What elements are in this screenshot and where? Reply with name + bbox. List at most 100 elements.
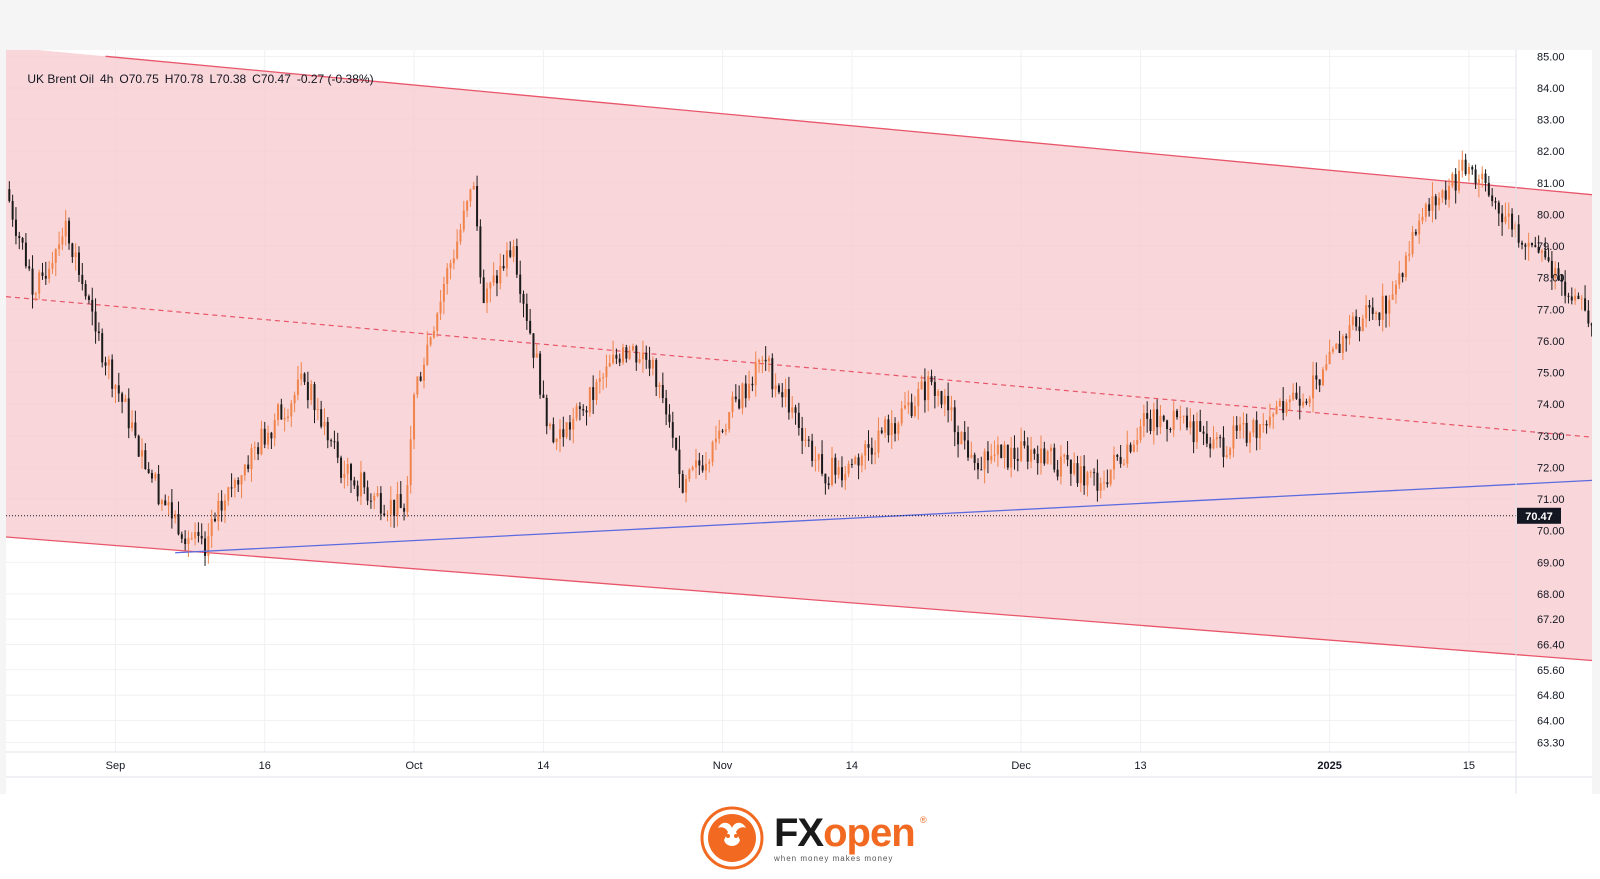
- candle-body: [1222, 437, 1225, 457]
- candle-body: [237, 480, 240, 485]
- candle-body: [860, 455, 863, 466]
- candle-body: [84, 283, 87, 297]
- candle-body: [1394, 284, 1397, 295]
- price-chart[interactable]: Support63.3064.0064.8065.6066.4067.2068.…: [6, 50, 1592, 794]
- candle-body: [499, 265, 502, 284]
- candle-body: [1212, 439, 1215, 449]
- candle-body: [1112, 454, 1115, 470]
- candle-body: [894, 423, 897, 434]
- candle-body: [844, 473, 847, 481]
- candle-body: [1030, 449, 1033, 462]
- chart-panel[interactable]: Support63.3064.0064.8065.6066.4067.2068.…: [6, 50, 1592, 794]
- candle-body: [751, 383, 754, 386]
- candle-body: [1471, 167, 1474, 170]
- candle-body: [1484, 173, 1487, 183]
- candle-body: [77, 252, 80, 275]
- brand-tagline: when money makes money: [774, 854, 894, 863]
- candle-body: [1584, 298, 1587, 311]
- candle-body: [21, 238, 24, 243]
- candle-body: [811, 440, 814, 461]
- candle-body: [267, 432, 270, 445]
- candle-body: [502, 265, 505, 269]
- candle-body: [973, 454, 976, 464]
- ohlc-close: C70.47: [252, 72, 291, 86]
- candle-body: [273, 419, 276, 439]
- candle-body: [323, 421, 326, 427]
- candle-body: [857, 457, 860, 466]
- time-axis: Sep16Oct14Nov14Dec13202515Feb14Mar1221Ap…: [106, 760, 1475, 772]
- price-tick-label: 71.00: [1537, 494, 1565, 506]
- candle-body: [197, 531, 200, 536]
- candle-body: [313, 384, 316, 411]
- candle-body: [631, 346, 634, 351]
- candle-body: [310, 384, 313, 401]
- price-candles: [8, 150, 1592, 566]
- candle-body: [1258, 424, 1261, 438]
- candle-body: [111, 359, 114, 389]
- candle-body: [1026, 445, 1029, 462]
- candle-body: [824, 473, 827, 484]
- candle-body: [131, 422, 134, 429]
- candle-body: [1239, 424, 1242, 431]
- candle-body: [1282, 401, 1285, 413]
- candle-body: [58, 244, 61, 250]
- candle-body: [585, 410, 588, 413]
- candle-body: [343, 473, 346, 478]
- candle-body: [230, 487, 233, 489]
- candle-body: [1016, 459, 1019, 461]
- candle-body: [336, 441, 339, 458]
- candle-body: [1385, 295, 1388, 314]
- ohlc-open: O70.75: [119, 72, 159, 86]
- candle-body: [160, 500, 163, 505]
- candle-body: [718, 430, 721, 439]
- candle-body: [34, 293, 37, 295]
- candle-body: [771, 358, 774, 390]
- candle-body: [695, 460, 698, 468]
- candle-body: [930, 376, 933, 383]
- candle-body: [1530, 242, 1533, 246]
- candle-body: [1292, 392, 1295, 400]
- candle-body: [588, 387, 591, 413]
- candle-body: [711, 442, 714, 462]
- candle-body: [1013, 447, 1016, 460]
- candle-body: [333, 441, 336, 443]
- brand: FXopen when money makes money ®: [700, 806, 927, 870]
- candle-body: [741, 383, 744, 409]
- candle-body: [1176, 410, 1179, 418]
- candle-body: [283, 417, 286, 420]
- candle-body: [1537, 246, 1540, 253]
- candle-body: [1116, 454, 1119, 457]
- candle-body: [953, 407, 956, 433]
- candle-body: [1268, 416, 1271, 426]
- candle-body: [612, 354, 615, 364]
- candle-body: [681, 474, 684, 493]
- candle-body: [943, 395, 946, 405]
- candle-body: [1448, 185, 1451, 200]
- candle-body: [28, 266, 31, 269]
- candle-body: [685, 478, 688, 493]
- candle-body: [416, 376, 419, 395]
- brand-text: FXopen when money makes money ®: [774, 811, 927, 863]
- candle-body: [117, 385, 120, 394]
- candle-body: [1152, 409, 1155, 432]
- candle-body: [1580, 298, 1583, 300]
- candle-body: [539, 353, 542, 395]
- candle-body: [1265, 424, 1268, 426]
- candle-body: [734, 396, 737, 400]
- candle-body: [761, 359, 764, 361]
- candle-body: [927, 376, 930, 401]
- candle-body: [565, 422, 568, 438]
- candle-body: [764, 359, 767, 362]
- brand-name-fx: FX: [774, 811, 824, 855]
- candle-body: [1388, 299, 1391, 314]
- candle-body: [1577, 295, 1580, 300]
- price-tick-label: 66.40: [1537, 639, 1565, 651]
- candle-body: [459, 229, 462, 242]
- candle-body: [41, 272, 44, 276]
- candle-body: [1136, 439, 1139, 445]
- candle-body: [1338, 343, 1341, 354]
- candle-body: [731, 396, 734, 413]
- channel-upper-line: [105, 55, 1592, 196]
- candle-body: [817, 454, 820, 460]
- channel-lower-line: [6, 536, 1592, 662]
